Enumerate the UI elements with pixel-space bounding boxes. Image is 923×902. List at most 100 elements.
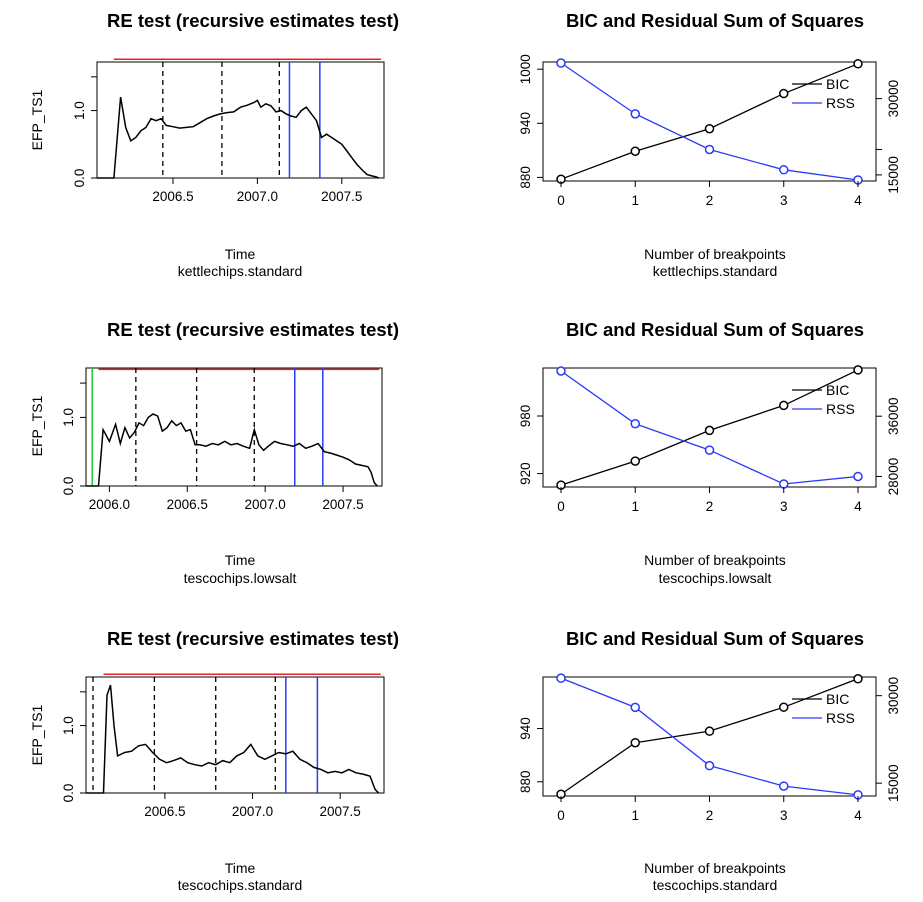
left-y-tick-label: 1000 bbox=[518, 54, 533, 84]
rss-point bbox=[556, 58, 566, 68]
re-panel-tescochips-standard: RE test (recursive estimates test) Time … bbox=[29, 628, 399, 893]
plot-frame bbox=[85, 676, 385, 794]
x-axis-label: Time bbox=[225, 860, 256, 876]
left-y-tick-label: 940 bbox=[518, 717, 533, 740]
right-y-tick-label: 36000 bbox=[886, 397, 901, 435]
rss-point bbox=[853, 471, 863, 482]
x-tick-label: 0 bbox=[557, 499, 565, 514]
re-panel-tescochips-lowsalt: RE test (recursive estimates test) Time … bbox=[29, 319, 399, 586]
plot-frame bbox=[85, 367, 383, 487]
x-tick-label: 2006.5 bbox=[152, 189, 193, 204]
left-y-tick-label: 880 bbox=[518, 166, 533, 189]
chart-title: BIC and Residual Sum of Squares bbox=[566, 628, 864, 649]
x-tick-label: 2007.0 bbox=[237, 189, 278, 204]
x-tick-label: 2007.5 bbox=[322, 497, 363, 512]
bic-panel-tescochips-lowsalt: BIC and Residual Sum of Squares Number o… bbox=[518, 319, 901, 586]
chart-subtitle: tescochips.lowsalt bbox=[184, 570, 297, 586]
x-tick-label: 2007.0 bbox=[232, 804, 273, 819]
x-tick-label: 4 bbox=[854, 499, 862, 514]
rss-point bbox=[630, 702, 640, 713]
x-tick-label: 2 bbox=[706, 499, 714, 514]
bic-point bbox=[704, 123, 715, 134]
x-tick-label: 2006.0 bbox=[89, 497, 130, 512]
y-tick-label: 1.0 bbox=[61, 408, 76, 427]
bic-point bbox=[630, 146, 640, 156]
y-tick-label: 0.0 bbox=[61, 477, 76, 496]
bic-point bbox=[779, 88, 789, 99]
x-tick-label: 2006.5 bbox=[167, 497, 208, 512]
bic-point bbox=[630, 456, 640, 466]
x-tick-label: 4 bbox=[854, 193, 862, 208]
re-panel-kettlechips: RE test (recursive estimates test) Time … bbox=[29, 10, 399, 279]
rss-point bbox=[704, 144, 715, 155]
chart-subtitle: kettlechips.standard bbox=[178, 263, 303, 279]
chart-title: RE test (recursive estimates test) bbox=[107, 10, 399, 31]
chart-title: BIC and Residual Sum of Squares bbox=[566, 10, 864, 31]
x-tick-label: 2007.0 bbox=[245, 497, 286, 512]
bic-point bbox=[853, 674, 863, 684]
x-tick-label: 0 bbox=[557, 193, 565, 208]
right-y-tick-label: 15000 bbox=[886, 764, 901, 802]
right-y-tick-label: 30000 bbox=[886, 80, 901, 118]
bic-point bbox=[704, 726, 715, 736]
x-axis-label: Number of breakpoints bbox=[644, 860, 786, 876]
legend-rss-label: RSS bbox=[826, 401, 855, 417]
bic-panel-kettlechips: BIC and Residual Sum of Squares Number o… bbox=[518, 10, 901, 279]
x-tick-label: 2007.5 bbox=[320, 804, 361, 819]
x-tick-label: 1 bbox=[631, 193, 639, 208]
bic-point bbox=[853, 59, 863, 69]
y-tick-label: 0.0 bbox=[72, 169, 87, 188]
left-y-tick-label: 940 bbox=[518, 112, 533, 135]
x-tick-label: 2 bbox=[706, 193, 714, 208]
legend-rss-label: RSS bbox=[826, 95, 855, 111]
x-tick-label: 4 bbox=[854, 808, 862, 823]
right-y-tick-label: 15000 bbox=[886, 156, 901, 194]
rss-point bbox=[779, 479, 789, 489]
x-tick-label: 1 bbox=[631, 808, 639, 823]
x-tick-label: 2007.5 bbox=[321, 189, 362, 204]
y-tick-label: 1.0 bbox=[61, 716, 76, 735]
efp-series-line bbox=[97, 96, 380, 179]
x-tick-label: 2 bbox=[706, 808, 714, 823]
bic-panel-tescochips-standard: BIC and Residual Sum of Squares Number o… bbox=[518, 628, 901, 893]
efp-series-line bbox=[86, 413, 378, 487]
right-y-tick-label: 28000 bbox=[886, 458, 901, 496]
chart-title: RE test (recursive estimates test) bbox=[107, 319, 399, 340]
bic-line bbox=[560, 63, 859, 180]
y-axis-label: EFP_TS1 bbox=[29, 89, 45, 150]
rss-point bbox=[779, 165, 789, 175]
legend-bic-label: BIC bbox=[826, 691, 849, 707]
rss-point bbox=[556, 673, 566, 683]
chart-subtitle: kettlechips.standard bbox=[653, 263, 778, 279]
chart-subtitle: tescochips.lowsalt bbox=[659, 570, 772, 586]
legend-bic-label: BIC bbox=[826, 382, 849, 398]
y-axis-label: EFP_TS1 bbox=[29, 395, 45, 456]
rss-point bbox=[556, 366, 566, 376]
legend-rss-label: RSS bbox=[826, 710, 855, 726]
left-y-tick-label: 920 bbox=[518, 462, 533, 485]
chart-subtitle: tescochips.standard bbox=[653, 877, 778, 893]
x-tick-label: 3 bbox=[780, 499, 788, 514]
right-y-tick-label: 30000 bbox=[886, 677, 901, 715]
chart-title: RE test (recursive estimates test) bbox=[107, 628, 399, 649]
left-y-tick-label: 980 bbox=[518, 405, 533, 428]
x-axis-label: Time bbox=[225, 246, 256, 262]
bic-point bbox=[853, 365, 863, 375]
legend-bic-label: BIC bbox=[826, 76, 849, 92]
x-tick-label: 1 bbox=[631, 499, 639, 514]
x-tick-label: 2006.5 bbox=[144, 804, 185, 819]
chart-subtitle: tescochips.standard bbox=[178, 877, 303, 893]
rss-point bbox=[630, 109, 640, 119]
x-tick-label: 3 bbox=[780, 193, 788, 208]
bic-point bbox=[779, 400, 789, 411]
efp-series-line bbox=[86, 684, 380, 794]
x-tick-label: 3 bbox=[780, 808, 788, 823]
bic-point bbox=[630, 737, 640, 748]
bic-point bbox=[704, 425, 715, 436]
y-tick-label: 1.0 bbox=[72, 101, 87, 120]
chart-title: BIC and Residual Sum of Squares bbox=[566, 319, 864, 340]
plot-frame bbox=[96, 61, 385, 179]
y-tick-label: 0.0 bbox=[61, 784, 76, 803]
x-axis-label: Number of breakpoints bbox=[644, 246, 786, 262]
